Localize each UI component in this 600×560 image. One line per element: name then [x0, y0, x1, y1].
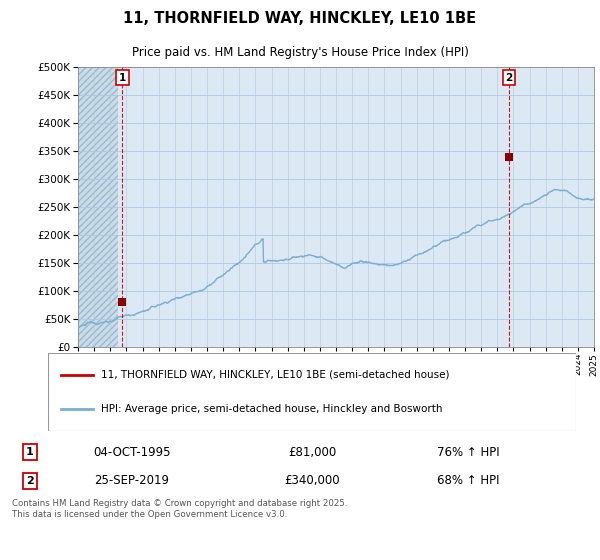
Text: 2: 2 [505, 73, 512, 83]
Bar [78, 67, 118, 347]
Text: 25-SEP-2019: 25-SEP-2019 [95, 474, 170, 487]
Text: Contains HM Land Registry data © Crown copyright and database right 2025.
This d: Contains HM Land Registry data © Crown c… [12, 500, 347, 519]
Text: 04-OCT-1995: 04-OCT-1995 [93, 446, 171, 459]
Text: 11, THORNFIELD WAY, HINCKLEY, LE10 1BE: 11, THORNFIELD WAY, HINCKLEY, LE10 1BE [124, 11, 476, 26]
Text: £340,000: £340,000 [284, 474, 340, 487]
Text: £81,000: £81,000 [288, 446, 336, 459]
FancyBboxPatch shape [48, 353, 576, 431]
Text: HPI: Average price, semi-detached house, Hinckley and Bosworth: HPI: Average price, semi-detached house,… [101, 404, 442, 414]
Text: 76% ↑ HPI: 76% ↑ HPI [437, 446, 499, 459]
Text: 68% ↑ HPI: 68% ↑ HPI [437, 474, 499, 487]
Text: 1: 1 [26, 447, 34, 457]
Text: 11, THORNFIELD WAY, HINCKLEY, LE10 1BE (semi-detached house): 11, THORNFIELD WAY, HINCKLEY, LE10 1BE (… [101, 370, 449, 380]
Text: 1: 1 [119, 73, 126, 83]
Text: 2: 2 [26, 475, 34, 486]
Text: Price paid vs. HM Land Registry's House Price Index (HPI): Price paid vs. HM Land Registry's House … [131, 46, 469, 59]
